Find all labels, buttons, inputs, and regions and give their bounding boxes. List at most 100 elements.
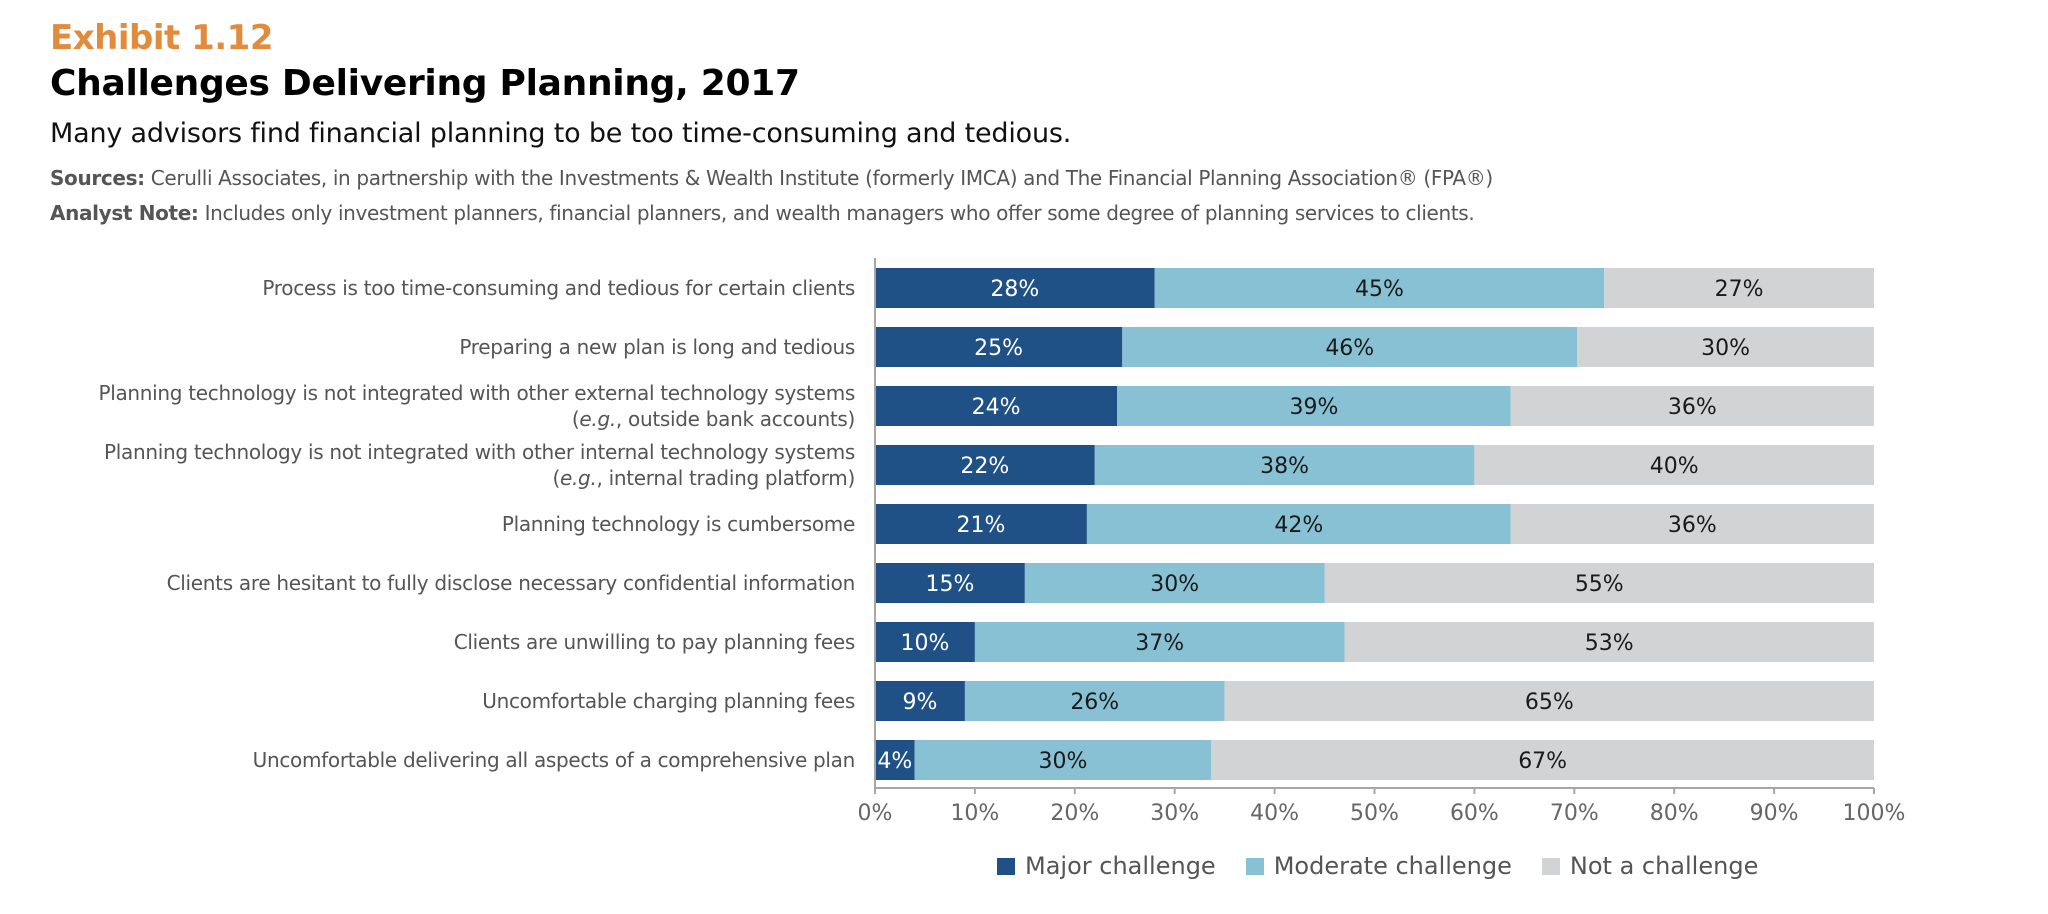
- bar-segment-moderate: [1024, 563, 1325, 603]
- chart-subtitle: Many advisors find financial planning to…: [50, 118, 1072, 149]
- data-label: 37%: [1135, 631, 1184, 656]
- bar-segment-not: [1211, 740, 1874, 780]
- category-label: Planning technology is not integrated wi…: [98, 381, 855, 431]
- legend-label-moderate: Moderate challenge: [1273, 852, 1512, 880]
- label-fragment: (: [572, 407, 580, 431]
- bar-segment-major: [875, 563, 1025, 603]
- legend: Major challenge Moderate challenge Not a…: [997, 852, 1788, 880]
- data-label: 24%: [972, 395, 1021, 420]
- label-fragment: e.g.: [560, 466, 597, 490]
- bar-segment-major: [875, 386, 1118, 426]
- bar-segment-major: [875, 268, 1155, 308]
- exhibit-number: Exhibit 1.12: [50, 18, 274, 58]
- data-label: 28%: [990, 277, 1039, 302]
- data-label: 45%: [1355, 277, 1404, 302]
- analyst-note: Analyst Note: Includes only investment p…: [50, 201, 1475, 225]
- legend-swatch-major: [997, 857, 1015, 875]
- x-tick-label: 10%: [950, 801, 999, 826]
- category-label: Planning technology is cumbersome: [502, 512, 855, 536]
- legend-item-moderate: Moderate challenge: [1245, 852, 1512, 880]
- data-label: 4%: [877, 749, 912, 774]
- legend-item-major: Major challenge: [997, 852, 1216, 880]
- legend-label-not: Not a challenge: [1569, 852, 1759, 880]
- data-label: 15%: [925, 572, 974, 597]
- x-tick-label: 100%: [1843, 801, 1906, 826]
- data-label: 53%: [1585, 631, 1634, 656]
- category-label: Clients are unwilling to pay planning fe…: [454, 630, 855, 654]
- bar-segment-moderate: [1094, 445, 1475, 485]
- data-label: 22%: [960, 454, 1009, 479]
- bar-segment-moderate: [1122, 327, 1578, 367]
- data-label: 42%: [1274, 513, 1323, 538]
- label-fragment: (: [552, 466, 560, 490]
- chart-title: Challenges Delivering Planning, 2017: [50, 63, 800, 104]
- data-label: 36%: [1668, 395, 1717, 420]
- bar-segment-not: [1344, 622, 1874, 662]
- data-label: 30%: [1701, 336, 1750, 361]
- bar-segment-major: [875, 622, 975, 662]
- label-fragment: , internal trading platform): [597, 466, 856, 490]
- bar-segment-moderate: [974, 622, 1345, 662]
- legend-swatch-not: [1541, 857, 1560, 875]
- bar-segment-not: [1510, 504, 1874, 544]
- data-label: 9%: [903, 690, 938, 715]
- data-label: 30%: [1038, 749, 1087, 774]
- data-label: 27%: [1715, 277, 1764, 302]
- data-label: 30%: [1150, 572, 1199, 597]
- bar-segment-moderate: [1086, 504, 1511, 544]
- x-tick-label: 80%: [1650, 801, 1699, 826]
- data-label: 26%: [1070, 690, 1119, 715]
- data-label: 40%: [1650, 454, 1699, 479]
- category-label: Clients are hesitant to fully disclose n…: [167, 571, 855, 595]
- category-label: Planning technology is not integrated wi…: [104, 440, 855, 490]
- sources-text: Cerulli Associates, in partnership with …: [144, 166, 1493, 190]
- bar-segment-moderate: [914, 740, 1212, 780]
- data-label: 67%: [1518, 749, 1567, 774]
- x-tick-label: 70%: [1550, 801, 1599, 826]
- data-label: 46%: [1325, 336, 1374, 361]
- category-label-line: Planning technology is not integrated wi…: [104, 440, 855, 464]
- legend-label-major: Major challenge: [1025, 852, 1216, 880]
- bar-segment-moderate: [1154, 268, 1605, 308]
- x-tick-label: 0%: [858, 801, 893, 826]
- bar-segment-not: [1604, 268, 1874, 308]
- bar-segment-not: [1577, 327, 1874, 367]
- x-tick-label: 90%: [1750, 801, 1799, 826]
- label-fragment: , outside bank accounts): [616, 407, 855, 431]
- x-tick-label: 20%: [1050, 801, 1099, 826]
- bar-segment-major: [875, 681, 965, 721]
- legend-item-not: Not a challenge: [1541, 852, 1759, 880]
- category-label: Preparing a new plan is long and tedious: [459, 335, 855, 359]
- x-tick-label: 50%: [1350, 801, 1399, 826]
- category-label-line: (e.g., outside bank accounts): [572, 407, 855, 431]
- data-label: 55%: [1575, 572, 1624, 597]
- bar-segment-major: [875, 504, 1087, 544]
- data-label: 38%: [1260, 454, 1309, 479]
- data-label: 36%: [1668, 513, 1717, 538]
- category-label: Uncomfortable charging planning fees: [482, 689, 855, 713]
- x-tick-label: 30%: [1150, 801, 1199, 826]
- category-label: Uncomfortable delivering all aspects of …: [253, 748, 855, 772]
- bar-segment-not: [1224, 681, 1874, 721]
- data-label: 39%: [1290, 395, 1339, 420]
- bar-segment-not: [1510, 386, 1874, 426]
- x-tick-label: 40%: [1250, 801, 1299, 826]
- bar-segment-major: [875, 327, 1123, 367]
- analyst-label: Analyst Note:: [50, 201, 199, 225]
- data-label: 25%: [974, 336, 1023, 361]
- data-label: 65%: [1525, 690, 1574, 715]
- data-label: 10%: [900, 631, 949, 656]
- category-label-line: (e.g., internal trading platform): [552, 466, 855, 490]
- sources-label: Sources:: [50, 166, 145, 190]
- bar-segment-not: [1324, 563, 1874, 603]
- analyst-text: Includes only investment planners, finan…: [198, 201, 1475, 225]
- category-label: Process is too time-consuming and tediou…: [262, 276, 855, 300]
- legend-swatch-moderate: [1245, 857, 1264, 875]
- bar-segment-moderate: [964, 681, 1225, 721]
- x-tick-label: 60%: [1450, 801, 1499, 826]
- data-label: 21%: [957, 513, 1006, 538]
- bar-segment-not: [1474, 445, 1874, 485]
- sources-note: Sources: Cerulli Associates, in partners…: [50, 166, 1493, 190]
- label-fragment: e.g.: [579, 407, 616, 431]
